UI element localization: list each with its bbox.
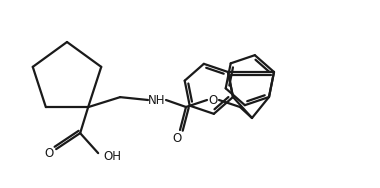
Text: NH: NH <box>148 93 166 106</box>
Text: OH: OH <box>103 150 121 163</box>
Text: O: O <box>173 131 182 145</box>
Text: O: O <box>208 93 218 106</box>
Text: O: O <box>44 147 54 160</box>
